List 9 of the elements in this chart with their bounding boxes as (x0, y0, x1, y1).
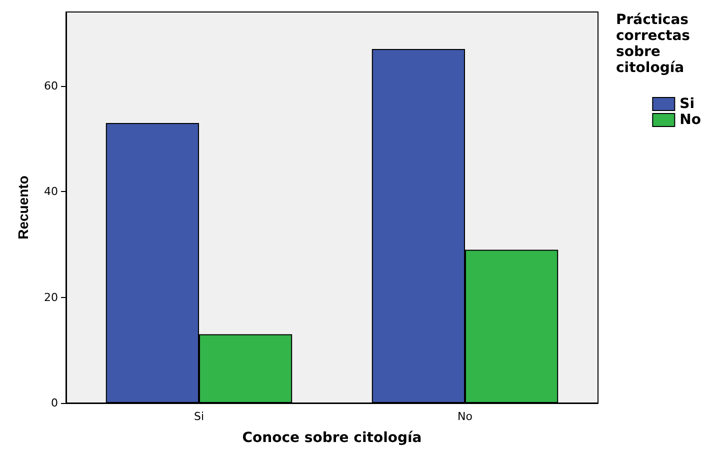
y-tick-label: 40 (44, 185, 58, 198)
y-tick-label: 20 (44, 290, 58, 304)
y-tick-label: 0 (51, 396, 58, 410)
legend-label: Si (680, 96, 695, 112)
y-axis-title: Recuento (15, 176, 31, 240)
y-tick-label: 60 (44, 79, 58, 92)
x-axis-title: Conoce sobre citología (242, 430, 422, 446)
legend-label: No (680, 112, 702, 128)
legend-title: Prácticas correctas sobre citología (616, 12, 695, 76)
